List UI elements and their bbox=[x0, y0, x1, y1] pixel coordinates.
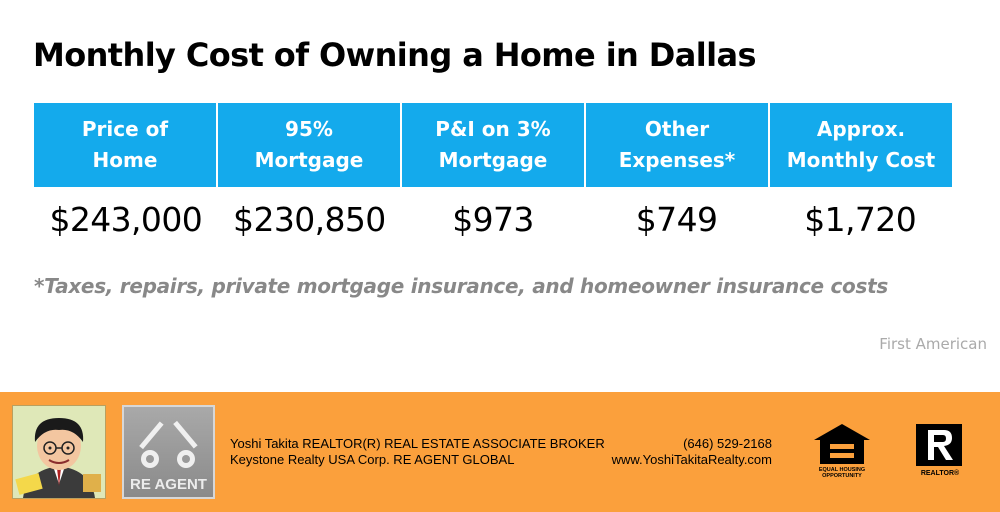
realtor-logo: REALTOR® bbox=[912, 424, 968, 484]
agency-line: Keystone Realty USA Corp. RE AGENT GLOBA… bbox=[230, 452, 515, 467]
header-line: Other bbox=[644, 117, 710, 141]
house-icon bbox=[814, 424, 870, 464]
footer-band: RE AGENT Yoshi Takita REALTOR(R) REAL ES… bbox=[0, 392, 1000, 512]
value-pi: $973 bbox=[452, 199, 534, 239]
value-monthly-cost: $1,720 bbox=[804, 199, 917, 239]
header-line: Expenses* bbox=[618, 148, 736, 172]
header-line: Approx. bbox=[816, 117, 906, 141]
value-mortgage: $230,850 bbox=[233, 199, 386, 239]
header-line: Mortgage bbox=[438, 148, 548, 172]
contact-info: (646) 529-2168 www.YoshiTakitaRealty.com bbox=[612, 436, 772, 468]
agent-caricature bbox=[12, 405, 106, 499]
agent-info: Yoshi Takita REALTOR(R) REAL ESTATE ASSO… bbox=[230, 436, 605, 468]
equal-housing-logo: EQUAL HOUSING OPPORTUNITY bbox=[810, 422, 874, 484]
r-glyph-icon bbox=[928, 430, 953, 460]
keys-icon bbox=[139, 420, 198, 468]
eho-line: OPPORTUNITY bbox=[822, 473, 862, 479]
eho-label: EQUAL HOUSING OPPORTUNITY bbox=[810, 467, 874, 479]
caricature-illustration bbox=[13, 406, 105, 498]
page-title: Monthly Cost of Owning a Home in Dallas bbox=[33, 36, 757, 74]
re-agent-logo: RE AGENT bbox=[122, 405, 215, 499]
header-monthly-cost: Approx. Monthly Cost bbox=[770, 103, 952, 187]
header-line: 95% bbox=[285, 117, 333, 141]
realtor-r-icon bbox=[916, 424, 962, 466]
realtor-label: REALTOR® bbox=[920, 470, 960, 477]
value-other-expenses: $749 bbox=[635, 199, 718, 239]
header-line: P&I on 3% bbox=[435, 117, 551, 141]
source-credit: First American bbox=[879, 335, 987, 353]
logo-text: RE AGENT bbox=[130, 476, 207, 493]
cost-table: Price of Home 95% Mortgage P&I on 3% Mortga… bbox=[34, 103, 952, 251]
header-pi: P&I on 3% Mortgage bbox=[402, 103, 586, 187]
footnote: *Taxes, repairs, private mortgage insura… bbox=[34, 274, 888, 298]
website-link[interactable]: www.YoshiTakitaRealty.com bbox=[611, 452, 772, 467]
header-line: Home bbox=[92, 148, 158, 172]
header-mortgage: 95% Mortgage bbox=[218, 103, 402, 187]
header-other-expenses: Other Expenses* bbox=[586, 103, 770, 187]
phone-number[interactable]: (646) 529-2168 bbox=[683, 436, 772, 451]
agent-name-line: Yoshi Takita REALTOR(R) REAL ESTATE ASSO… bbox=[230, 436, 605, 451]
eho-line: EQUAL HOUSING bbox=[818, 467, 866, 473]
header-line: Monthly Cost bbox=[786, 148, 936, 172]
header-line: Price of bbox=[81, 117, 169, 141]
header-price-of-home: Price of Home bbox=[34, 103, 218, 187]
value-price-of-home: $243,000 bbox=[49, 199, 203, 239]
table-value-row: $243,000 $230,850 $973 $749 $1,720 bbox=[34, 187, 952, 251]
table-header-row: Price of Home 95% Mortgage P&I on 3% Mortga… bbox=[34, 103, 952, 187]
header-line: Mortgage bbox=[254, 148, 364, 172]
